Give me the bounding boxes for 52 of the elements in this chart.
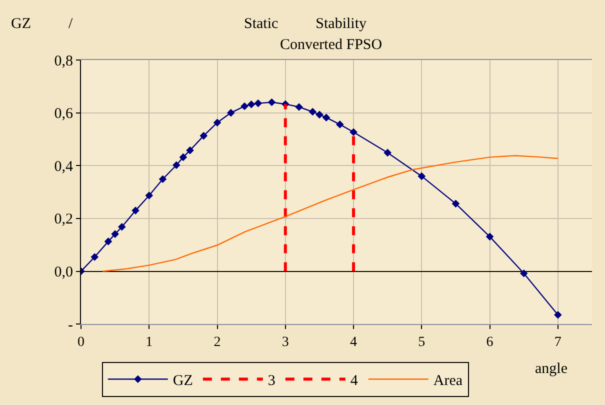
y-tick-label: 0,6	[54, 106, 74, 122]
point	[316, 110, 324, 119]
point	[350, 128, 358, 136]
y-tick-label: 0,8	[54, 53, 73, 70]
y-tick-label: -	[68, 317, 73, 334]
point	[520, 269, 528, 278]
point	[554, 310, 562, 319]
point	[118, 223, 126, 231]
y-tick-label: 0,2	[54, 212, 73, 228]
point	[452, 200, 460, 208]
point	[336, 120, 344, 128]
x-tick-label: 2	[214, 334, 221, 350]
point	[145, 192, 154, 200]
x-tick-label: 5	[418, 334, 426, 350]
point	[186, 146, 194, 154]
point	[486, 232, 494, 241]
point	[213, 118, 222, 126]
x-tick-label: 1	[146, 334, 153, 350]
point	[158, 175, 167, 184]
point	[418, 172, 426, 180]
y-tick-label: 0,0	[54, 264, 73, 281]
point	[90, 253, 99, 261]
x-tick-label: 6	[486, 334, 494, 350]
line-series	[102, 155, 559, 272]
point	[111, 230, 119, 238]
point	[179, 153, 188, 162]
x-axis-title: angle	[535, 361, 568, 377]
x-tick-label: 4	[350, 334, 358, 350]
point	[226, 108, 235, 117]
y-tick-label: 0,4	[54, 158, 74, 175]
legend-label: 3	[268, 373, 276, 389]
legend-label: GZ	[172, 373, 193, 389]
legend-label: 4	[350, 373, 358, 389]
point	[132, 206, 140, 214]
point	[268, 98, 276, 106]
legend-label: Area	[433, 373, 463, 389]
x-tick-label: 7	[554, 334, 562, 350]
point	[247, 100, 256, 108]
point	[295, 103, 303, 111]
point	[172, 161, 180, 170]
point	[200, 132, 208, 140]
x-tick-label: 0	[78, 334, 84, 350]
y-axis-title: GZ /	[11, 16, 74, 32]
chart-title: Static Stability	[244, 16, 367, 32]
chart-subtitle: Converted FPSO	[280, 37, 382, 53]
point	[322, 114, 330, 122]
point	[384, 148, 392, 157]
x-tick-label: 3	[282, 334, 289, 350]
point	[308, 108, 317, 116]
point	[240, 102, 248, 110]
point	[254, 99, 262, 108]
point	[104, 238, 112, 246]
